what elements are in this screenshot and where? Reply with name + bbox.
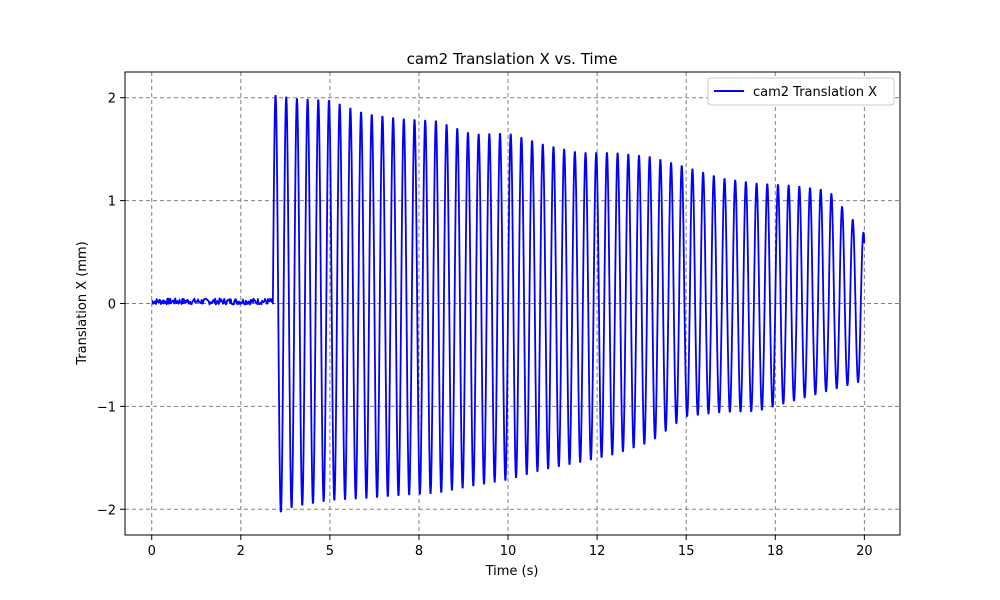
legend-box [707, 77, 895, 106]
y-axis-label: Translation X (mm) [75, 241, 90, 365]
legend-label: cam2 Translation X [753, 85, 877, 100]
x-axis-label: Time (s) [485, 564, 539, 579]
x-axis-ticks: 0 2 5 8 10 12 15 18 20 [148, 535, 873, 559]
x-tick-label: 12 [589, 544, 606, 559]
series-layer [151, 94, 866, 513]
x-tick-label: 15 [678, 544, 695, 559]
x-tick-label: 10 [500, 544, 517, 559]
x-tick-label: 5 [326, 544, 334, 559]
x-tick-label: 18 [767, 544, 784, 559]
y-tick-label: −2 [97, 503, 116, 518]
chart-title: cam2 Translation X vs. Time [407, 50, 618, 68]
legend: cam2 Translation X [707, 77, 895, 106]
y-tick-label: 2 [108, 92, 116, 107]
y-tick-label: 1 [108, 195, 116, 210]
series-line-cam2-translation-x [151, 94, 866, 513]
x-tick-label: 20 [856, 544, 873, 559]
x-tick-label: 8 [415, 544, 423, 559]
x-tick-label: 0 [148, 544, 156, 559]
y-axis-ticks: 2 1 0 −1 −2 [97, 92, 125, 518]
y-tick-label: −1 [97, 400, 116, 415]
y-tick-label: 0 [108, 298, 116, 313]
x-tick-label: 2 [237, 544, 245, 559]
